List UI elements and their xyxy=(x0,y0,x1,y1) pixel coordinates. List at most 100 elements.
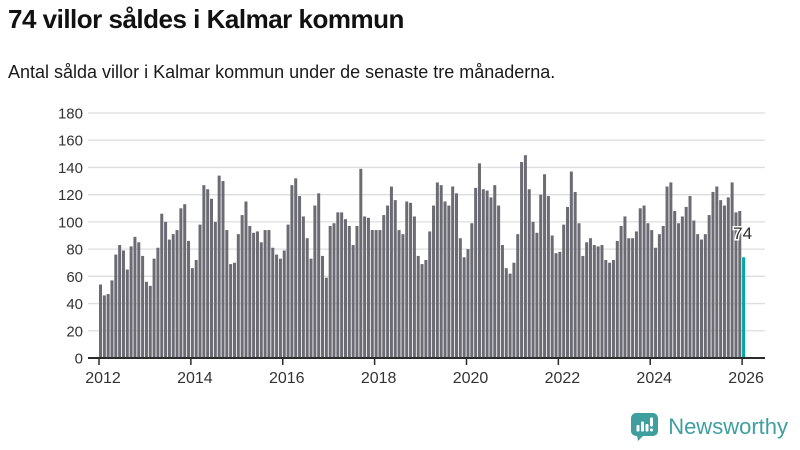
bar xyxy=(489,197,493,358)
bar xyxy=(554,253,558,358)
bar xyxy=(309,258,313,358)
bar xyxy=(631,238,635,358)
bar xyxy=(638,208,642,358)
bar xyxy=(447,205,451,358)
chart-subtitle: Antal sålda villor i Kalmar kommun under… xyxy=(8,62,556,82)
bar xyxy=(734,212,738,358)
bar xyxy=(516,234,520,358)
bar xyxy=(278,258,282,358)
bar xyxy=(244,201,248,358)
bar xyxy=(688,196,692,358)
bar xyxy=(703,234,707,358)
bar xyxy=(194,260,198,358)
bar xyxy=(190,268,194,358)
y-axis-tick-label: 40 xyxy=(66,296,83,313)
bar xyxy=(573,191,577,358)
bar xyxy=(680,216,684,358)
x-axis-tick-label: 2018 xyxy=(361,370,397,387)
x-axis-tick-label: 2026 xyxy=(728,370,764,387)
bar xyxy=(232,262,236,358)
bar xyxy=(160,213,164,358)
bar xyxy=(462,257,466,358)
bar xyxy=(225,230,229,358)
bar xyxy=(520,162,524,358)
bar xyxy=(259,242,263,358)
bar xyxy=(267,230,271,358)
bar xyxy=(600,245,604,358)
bar xyxy=(202,185,206,358)
y-axis-tick-label: 0 xyxy=(75,351,83,368)
bar xyxy=(466,249,470,358)
bar xyxy=(263,230,267,358)
bar xyxy=(539,194,543,358)
bar xyxy=(481,189,485,358)
bar xyxy=(707,215,711,358)
y-axis-tick-label: 180 xyxy=(58,106,83,123)
bar xyxy=(428,231,432,358)
bar xyxy=(458,238,462,358)
bar xyxy=(722,205,726,358)
bar xyxy=(210,198,214,358)
bar xyxy=(347,225,351,358)
bar xyxy=(305,238,309,358)
bar xyxy=(642,205,646,358)
bar xyxy=(696,234,700,358)
bar xyxy=(535,232,539,358)
bar xyxy=(588,238,592,358)
bar xyxy=(581,255,585,358)
bar xyxy=(294,178,298,358)
bar xyxy=(355,225,359,358)
bar xyxy=(179,208,183,358)
bar xyxy=(439,185,443,358)
bar xyxy=(512,262,516,358)
bar xyxy=(500,245,504,358)
bar xyxy=(455,193,458,358)
bar xyxy=(382,215,386,358)
x-axis-tick-label: 2012 xyxy=(85,370,121,387)
bar xyxy=(692,220,696,358)
current-value-label: 74 xyxy=(733,224,752,243)
bar xyxy=(412,216,416,358)
bar xyxy=(615,240,619,358)
bar xyxy=(443,201,447,358)
y-axis-tick-label: 60 xyxy=(66,269,83,286)
bar xyxy=(715,186,719,358)
y-axis-tick-label: 140 xyxy=(58,160,83,177)
bar xyxy=(619,225,623,358)
bar xyxy=(152,258,156,358)
bar xyxy=(252,232,256,358)
bar xyxy=(313,205,317,358)
bar xyxy=(282,250,286,358)
newsworthy-chart-bubble-icon xyxy=(631,413,659,441)
bar xyxy=(611,260,615,358)
bar xyxy=(569,171,573,358)
bar xyxy=(148,285,152,358)
bar xyxy=(386,205,390,358)
bar xyxy=(275,254,279,358)
bar xyxy=(141,255,145,358)
bar xyxy=(543,174,547,358)
bar xyxy=(401,234,405,358)
bar xyxy=(236,234,240,358)
bar xyxy=(405,201,409,358)
bar xyxy=(623,216,627,358)
bar xyxy=(156,247,160,358)
bar xyxy=(669,182,673,358)
bar xyxy=(634,231,638,358)
bar xyxy=(248,225,252,358)
bar xyxy=(550,235,554,358)
bar xyxy=(474,187,478,358)
bar xyxy=(508,273,512,358)
bar xyxy=(133,236,137,358)
x-axis-tick-label: 2022 xyxy=(545,370,581,387)
bar xyxy=(340,212,344,358)
bar xyxy=(137,242,141,358)
bar xyxy=(121,250,125,358)
bar xyxy=(106,294,110,358)
bar xyxy=(700,239,703,358)
current-period-bar xyxy=(742,257,746,358)
bar xyxy=(726,197,730,358)
branding: Newsworthy xyxy=(630,410,788,444)
bar xyxy=(546,196,550,358)
